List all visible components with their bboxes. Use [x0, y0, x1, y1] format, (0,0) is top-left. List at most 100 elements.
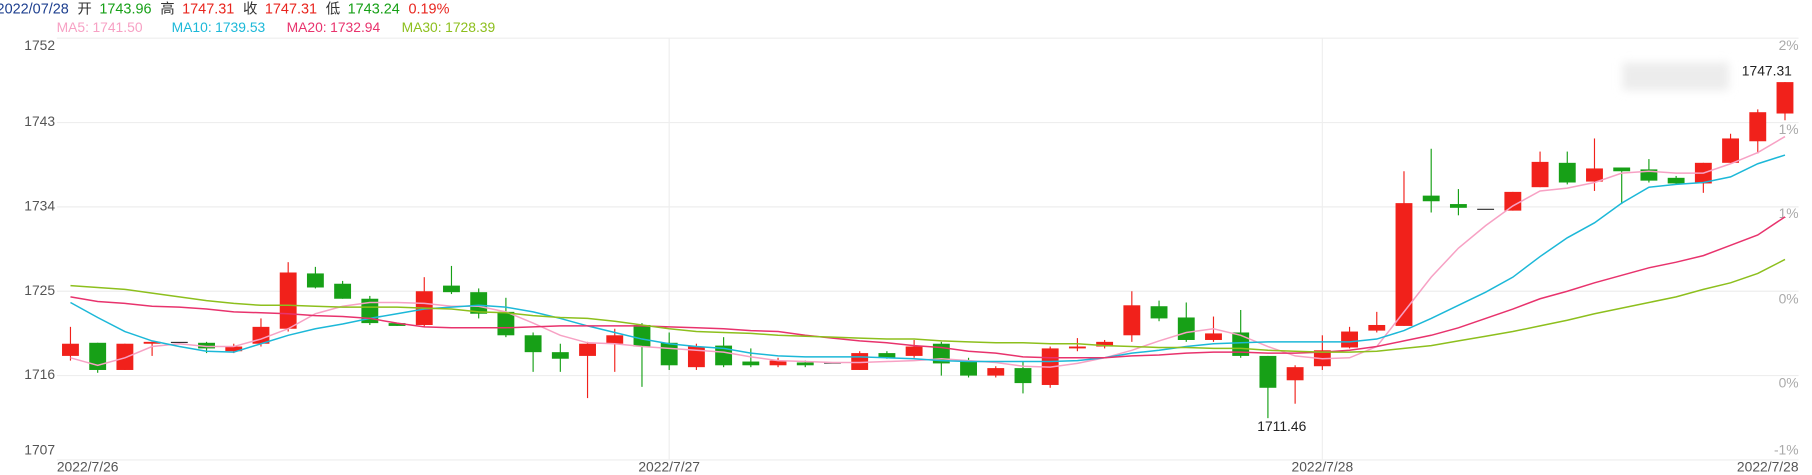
grid — [56, 37, 1799, 461]
header-label: 开 — [77, 1, 91, 17]
legend-entry: MA30: 1728.39 — [402, 18, 496, 34]
candle-body — [769, 360, 787, 366]
y2-tick-label: 1% — [1779, 121, 1799, 137]
candle-body — [742, 361, 760, 366]
candle-body — [524, 335, 542, 353]
candle-body — [960, 361, 977, 376]
candle-body — [1259, 355, 1277, 388]
candle-body — [905, 346, 923, 356]
legend-entry: MA20: 1732.94 — [287, 18, 381, 34]
y2-tick-label: 0% — [1779, 375, 1799, 391]
candle-body — [1177, 317, 1195, 340]
candle-body — [143, 341, 161, 344]
ma-line — [70, 258, 1786, 353]
candle-body — [1586, 168, 1603, 182]
candle-body — [1068, 346, 1086, 349]
legend-name: MA20 — [287, 18, 323, 34]
header-value: 1747.31 — [265, 1, 317, 17]
high-annotation: 1747.31 — [1742, 62, 1792, 78]
legend-separator: : — [208, 18, 212, 34]
candle-body — [606, 335, 624, 344]
x-tick-label: 2022/7/26 — [57, 459, 119, 475]
y2-tick-label: 0% — [1779, 291, 1799, 307]
candle-body — [334, 283, 352, 299]
y-tick-label: 1752 — [24, 37, 55, 53]
candle-body — [796, 362, 814, 366]
candle-body — [1150, 306, 1168, 319]
candle-body — [89, 342, 107, 370]
candle-body — [279, 272, 297, 329]
candle-body — [1286, 367, 1304, 381]
header-value: 1743.24 — [348, 1, 400, 17]
legend-value: 1728.39 — [445, 18, 495, 34]
candle-body — [443, 285, 460, 293]
header-label: 高 — [160, 0, 174, 17]
candle-body — [1449, 204, 1467, 208]
candle-body — [1096, 341, 1114, 347]
candle-body — [878, 353, 896, 358]
candle-body — [1722, 138, 1739, 163]
header-label: 低 — [326, 0, 340, 17]
candle-body — [470, 292, 488, 314]
legend-value: 1741.50 — [92, 18, 142, 34]
candle-body — [987, 368, 1005, 376]
candle-body — [1749, 112, 1767, 142]
candle-body — [198, 342, 215, 349]
candle-body — [170, 341, 188, 344]
header-date: 2022/07/28 — [0, 1, 69, 17]
candle-body — [1368, 324, 1386, 331]
legend-name: MA30 — [402, 18, 438, 34]
candle-body — [497, 311, 515, 336]
candle-body — [1640, 169, 1658, 181]
legend-separator: : — [438, 18, 442, 34]
candle-body — [1558, 162, 1576, 183]
candle-body — [62, 343, 79, 356]
candle-body — [715, 345, 733, 366]
candle-body — [1667, 177, 1685, 184]
ma-line — [70, 216, 1786, 359]
legend-entry: MA10: 1739.53 — [172, 18, 266, 34]
candle-body — [1123, 305, 1141, 336]
legend-name: MA10 — [172, 18, 208, 34]
candle-body — [687, 346, 705, 368]
header-label: 收 — [243, 0, 257, 17]
candle-body — [1531, 161, 1549, 188]
candle-body — [551, 352, 569, 359]
header: 2022/07/28 开 1743.96 高 1747.31 收 1747.31… — [0, 0, 450, 17]
legend-separator: : — [85, 18, 89, 34]
ma-line — [70, 154, 1786, 363]
candle-body — [1205, 333, 1222, 340]
candle-body — [1014, 368, 1032, 384]
legend-separator: : — [323, 18, 327, 34]
candle-body — [225, 346, 243, 352]
x-tick-label: 2022/7/28 — [1737, 459, 1799, 475]
legend-name: MA5 — [57, 18, 86, 34]
header-change: 0.19% — [408, 1, 449, 17]
candle-body — [116, 343, 134, 370]
candle-body — [1395, 203, 1413, 326]
candle-body — [1232, 332, 1250, 356]
candle-body — [306, 273, 324, 288]
candle-body — [579, 343, 596, 356]
x-tick-label: 2022/7/27 — [638, 459, 700, 475]
candle-body — [1422, 195, 1440, 202]
candle-body — [660, 342, 678, 366]
candle-body — [1477, 208, 1495, 210]
header-value: 1743.96 — [99, 1, 151, 17]
header-value: 1747.31 — [182, 1, 234, 17]
candle-body — [1776, 82, 1794, 114]
legend-value: 1732.94 — [330, 18, 380, 34]
candle-body — [1341, 331, 1358, 348]
legend-entry: MA5: 1741.50 — [57, 18, 143, 34]
y2-tick-label: 2% — [1779, 37, 1799, 53]
y-tick-label: 1707 — [24, 441, 55, 457]
y-tick-label: 1725 — [24, 282, 55, 298]
y-tick-label: 1743 — [24, 113, 55, 129]
candle-body — [1504, 191, 1522, 211]
x-tick-label: 2022/7/28 — [1292, 459, 1354, 475]
y2-tick-label: -1% — [1774, 441, 1799, 457]
y-tick-label: 1716 — [24, 366, 55, 382]
candle-body — [1613, 167, 1631, 172]
y-tick-label: 1734 — [24, 198, 55, 214]
low-annotation: 1711.46 — [1257, 418, 1306, 434]
